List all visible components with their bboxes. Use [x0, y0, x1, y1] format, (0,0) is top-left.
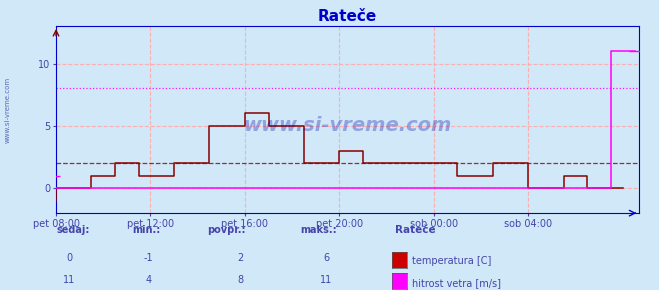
- Text: hitrost vetra [m/s]: hitrost vetra [m/s]: [412, 278, 501, 288]
- Text: 11: 11: [63, 275, 75, 285]
- Text: 6: 6: [323, 253, 330, 263]
- Text: www.si-vreme.com: www.si-vreme.com: [243, 116, 452, 135]
- Text: 4: 4: [145, 275, 152, 285]
- Title: Rateče: Rateče: [318, 8, 377, 23]
- Text: Rateče: Rateče: [395, 225, 436, 235]
- Text: www.si-vreme.com: www.si-vreme.com: [5, 77, 11, 143]
- Text: povpr.:: povpr.:: [208, 225, 246, 235]
- Text: sedaj:: sedaj:: [56, 225, 90, 235]
- Text: 0: 0: [66, 253, 72, 263]
- Text: temperatura [C]: temperatura [C]: [412, 256, 491, 266]
- Text: 11: 11: [320, 275, 332, 285]
- Text: min.:: min.:: [132, 225, 160, 235]
- Text: 8: 8: [237, 275, 244, 285]
- Text: maks.:: maks.:: [300, 225, 337, 235]
- Text: -1: -1: [144, 253, 153, 263]
- Text: 2: 2: [237, 253, 244, 263]
